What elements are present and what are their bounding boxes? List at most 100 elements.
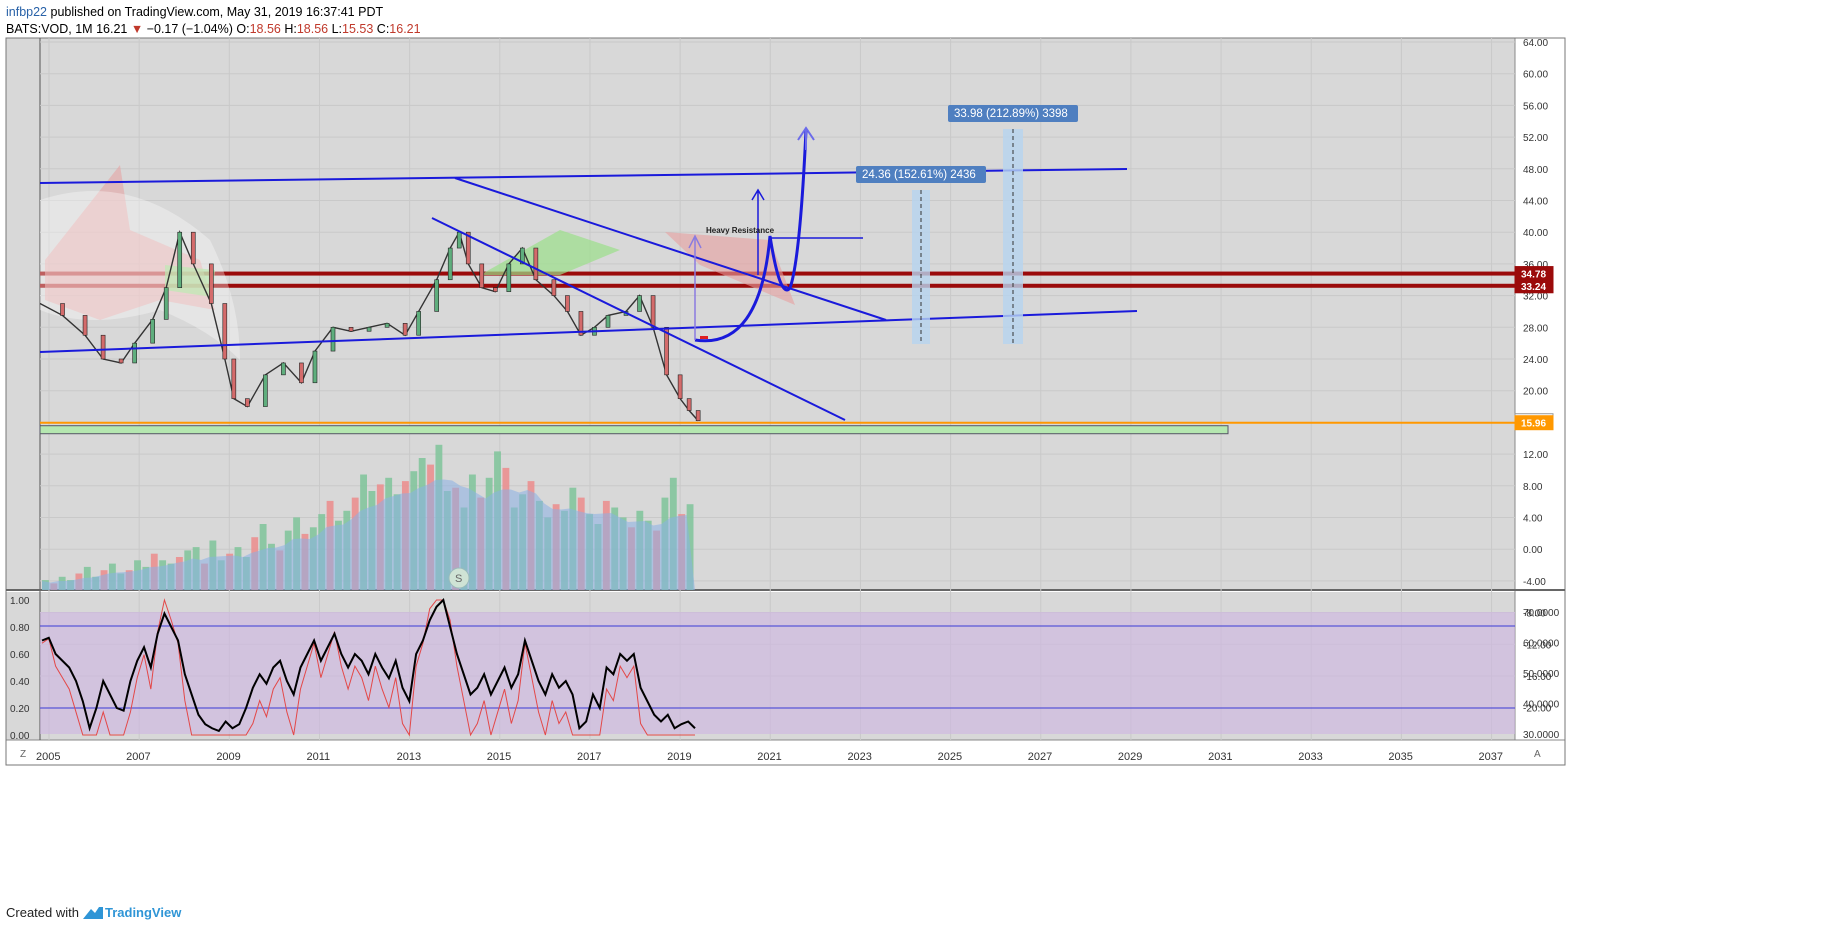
high-label: H:	[284, 22, 297, 36]
measure-label-bg-1	[856, 166, 986, 183]
candle	[177, 231, 183, 288]
candle	[231, 358, 237, 399]
price-axis-background	[1514, 37, 1566, 741]
ohlc-line: BATS:VOD, 1M 16.21 ▼ −0.17 (−1.04%) O:18…	[6, 21, 421, 38]
candle	[208, 263, 214, 304]
split-marker-icon	[448, 567, 470, 589]
rsi-left-tick: 1.00	[10, 596, 30, 607]
x-tick-label: 2021	[757, 751, 781, 763]
x-tick-label: 2017	[577, 751, 601, 763]
candle	[384, 323, 390, 328]
last-price: 16.21	[96, 22, 128, 36]
price-label: 15.96	[1521, 419, 1546, 430]
candle	[118, 358, 124, 364]
volume-ma-area	[42, 479, 695, 590]
candle	[150, 319, 155, 344]
x-tick-label: 2009	[216, 751, 240, 763]
candle	[492, 287, 498, 292]
rsi-left-tick: 0.00	[10, 731, 30, 742]
candle	[60, 303, 65, 316]
projection-arrow-small-icon	[751, 188, 765, 275]
y-tick-label: 0.00	[1523, 545, 1543, 556]
measure-label-1: 24.36 (152.61%) 2436	[862, 169, 976, 181]
candle	[245, 398, 250, 407]
close-value: 16.21	[389, 22, 421, 36]
x-tick-label: 2019	[667, 751, 691, 763]
y-tick-label: 8.00	[1523, 482, 1543, 493]
bounce-arrow-icon	[688, 234, 702, 340]
tradingview-logo[interactable]: TradingView	[82, 905, 181, 920]
candle	[447, 247, 453, 281]
candle	[551, 279, 557, 296]
y-tick-label: -12.00	[1523, 640, 1552, 651]
price-label-box	[1514, 415, 1554, 431]
y-tick-label: -8.00	[1523, 609, 1546, 620]
y-tick-label: -20.00	[1523, 704, 1552, 715]
y-tick-label: 28.00	[1523, 323, 1548, 334]
published-text: published on TradingView.com, May 31, 20…	[47, 5, 384, 19]
price-label: 34.78	[1521, 270, 1546, 281]
x-tick-label: 2005	[36, 751, 60, 763]
cloud-green	[480, 230, 620, 275]
open-value: 18.56	[249, 22, 281, 36]
candle	[533, 247, 539, 281]
x-tick-label: 2027	[1028, 751, 1052, 763]
x-tick-label: 2007	[126, 751, 150, 763]
footer: Created with TradingView	[6, 905, 181, 920]
split-marker-label: S	[455, 573, 462, 585]
x-tick-label: 2011	[306, 751, 330, 763]
candle	[520, 247, 525, 265]
y-tick-label: 32.00	[1523, 292, 1548, 303]
candle	[263, 374, 268, 407]
candle	[190, 231, 196, 265]
trendline-wedge-lower	[431, 217, 846, 421]
close-label: C:	[376, 22, 390, 36]
candle	[637, 295, 642, 312]
rsi-left-tick: 0.60	[10, 650, 30, 661]
candle	[686, 398, 692, 411]
tradingview-logo-icon	[82, 906, 103, 919]
x-tick-label: 2033	[1298, 751, 1322, 763]
trendline-bottom	[39, 310, 1138, 353]
candle	[222, 303, 228, 360]
candle	[456, 231, 462, 249]
symbol-label: BATS:VOD, 1M	[6, 22, 93, 36]
rsi-band	[40, 612, 1515, 734]
candle	[695, 410, 701, 422]
last-bar-marker	[700, 336, 708, 339]
high-value: 18.56	[296, 22, 329, 36]
candle	[366, 326, 372, 332]
down-arrow-icon: ▼	[130, 22, 144, 36]
y-tick-label: 44.00	[1523, 197, 1548, 208]
rsi-right-tick: 50.0000	[1523, 669, 1560, 680]
candle	[479, 263, 485, 288]
projection-arrow-large-icon	[797, 126, 815, 150]
y-tick-label: 24.00	[1523, 355, 1548, 366]
axis-corner-left: Z	[20, 749, 26, 760]
rsi-right-tick: 60.0000	[1523, 639, 1560, 650]
candle	[348, 326, 354, 332]
rsi-left-tick: 0.80	[10, 623, 30, 634]
rsi-right-tick: 40.0000	[1523, 700, 1560, 711]
price-pane-background	[6, 38, 1515, 590]
y-tick-label: 36.00	[1523, 260, 1548, 271]
candle	[299, 362, 304, 384]
open-label: O:	[236, 22, 250, 36]
y-tick-label: -16.00	[1523, 672, 1552, 683]
x-tick-label: 2037	[1479, 751, 1503, 763]
rsi-left-tick: 0.20	[10, 704, 30, 715]
author-link[interactable]: infbp22	[6, 5, 48, 19]
bollinger-band	[40, 191, 240, 360]
candle	[434, 279, 439, 312]
candle	[281, 362, 286, 376]
y-tick-label: -4.00	[1523, 577, 1546, 588]
stoch-d-line	[41, 598, 695, 737]
created-with-text: Created with	[6, 905, 79, 920]
support-zone	[39, 425, 1229, 435]
x-tick-label: 2031	[1208, 751, 1232, 763]
stoch-k-line	[41, 598, 696, 733]
x-tick-label: 2035	[1388, 751, 1412, 763]
price-label: 33.24	[1521, 282, 1546, 293]
candle	[677, 374, 683, 399]
